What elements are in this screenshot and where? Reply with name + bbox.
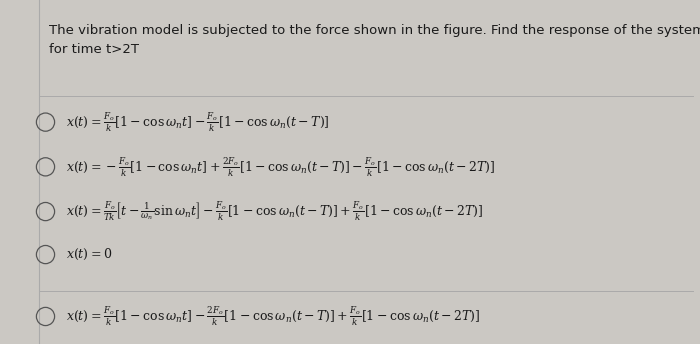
Text: $x(t) = -\frac{F_o}{k}[1 - \cos\omega_n t] + \frac{2F_o}{k}[1 - \cos\omega_n(t-T: $x(t) = -\frac{F_o}{k}[1 - \cos\omega_n …: [66, 155, 496, 179]
Text: $x(t) = \frac{F_o}{Tk}\left[t - \frac{1}{\omega_n}\sin\omega_n t\right] - \frac{: $x(t) = \frac{F_o}{Tk}\left[t - \frac{1}…: [66, 200, 484, 223]
Text: $x(t) = 0$: $x(t) = 0$: [66, 247, 113, 262]
Text: $x(t) = \frac{F_o}{k}[1 - \cos\omega_n t] - \frac{F_o}{k}[1 - \cos\omega_n(t-T)]: $x(t) = \frac{F_o}{k}[1 - \cos\omega_n t…: [66, 110, 330, 134]
Text: $x(t) = \frac{F_o}{k}[1 - \cos\omega_n t] - \frac{2F_o}{k}[1 - \cos\omega_n(t-T): $x(t) = \frac{F_o}{k}[1 - \cos\omega_n t…: [66, 305, 481, 328]
Text: The vibration model is subjected to the force shown in the figure. Find the resp: The vibration model is subjected to the …: [49, 24, 700, 56]
